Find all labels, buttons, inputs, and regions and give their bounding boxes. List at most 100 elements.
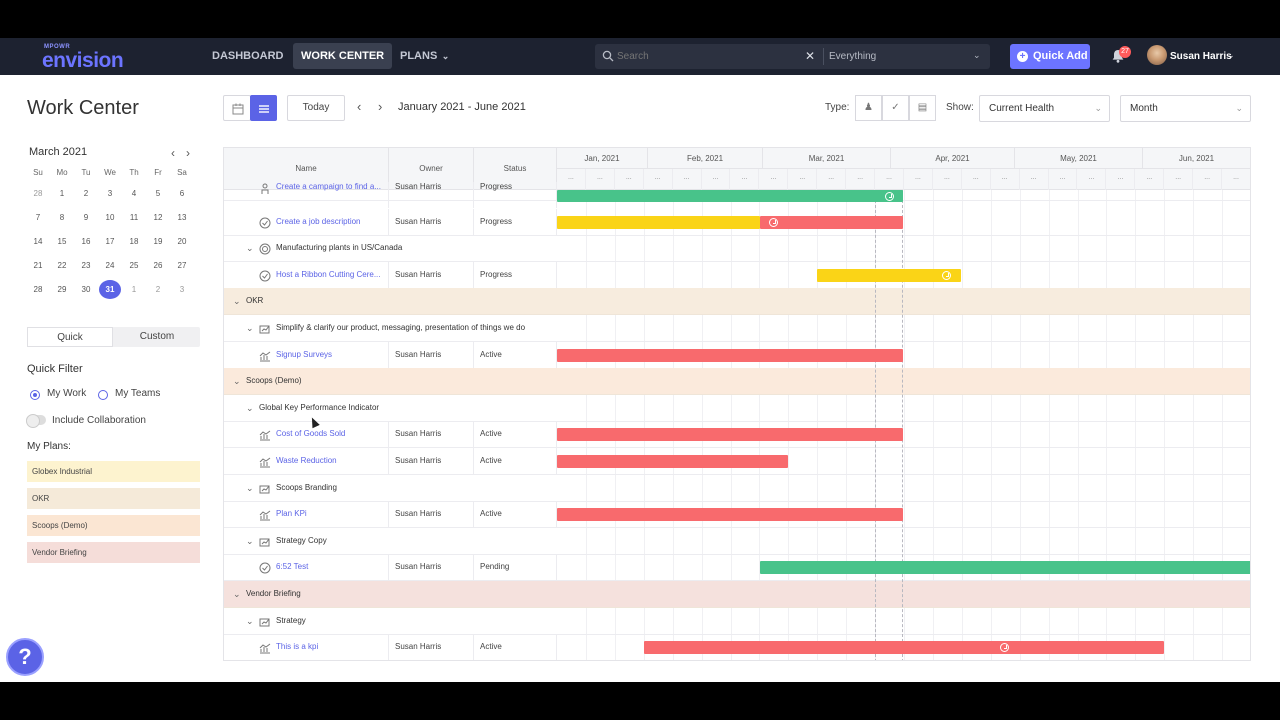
calendar-day[interactable]: 9 [83,213,89,222]
plan-group-row[interactable]: ⌄ Vendor Briefing [224,581,1250,608]
calendar-day[interactable]: 26 [153,261,163,270]
calendar-next-icon[interactable]: › [186,146,190,160]
include-collaboration-toggle[interactable] [26,414,46,428]
quick-add-button[interactable]: + Quick Add [1010,44,1090,69]
calendar-day[interactable]: 3 [107,189,113,198]
next-range-icon[interactable]: › [378,99,383,114]
objective-row[interactable]: ⌄ Strategy Copy [224,528,1250,555]
custom-tab[interactable]: Custom [139,331,175,342]
type-initiative-button[interactable]: ♟ [855,95,882,121]
objective-row[interactable]: ⌄ Strategy [224,608,1250,635]
time-scale-select[interactable]: Month ⌄ [1120,95,1251,122]
item-link[interactable]: Waste Reduction [276,456,337,465]
chevron-down-icon[interactable]: ⌄ [246,615,254,626]
calendar-day[interactable]: 8 [59,213,65,222]
calendar-day[interactable]: 16 [81,237,91,246]
type-kpi-button[interactable]: ▤ [909,95,936,121]
nav-dashboard[interactable]: DASHBOARD [212,50,284,62]
gantt-bar[interactable] [760,561,1250,575]
column-header-owner[interactable]: Owner [389,148,474,190]
plan-item[interactable]: Globex Industrial [27,461,200,482]
calendar-day[interactable]: 18 [129,237,139,246]
chevron-down-icon[interactable]: ⌄ [233,376,241,387]
gantt-bar[interactable] [644,641,1164,655]
calendar-day[interactable]: 4 [131,189,137,198]
calendar-day[interactable]: 20 [177,237,187,246]
calendar-day[interactable]: 2 [83,189,89,198]
column-header-name[interactable]: Name [224,148,389,190]
table-row[interactable]: Cost of Goods Sold Susan Harris Active [224,421,1250,449]
calendar-day[interactable]: 25 [129,261,139,270]
search-scope-select[interactable]: Everything [829,51,877,62]
calendar-day[interactable]: 7 [35,213,41,222]
item-link[interactable]: Host a Ribbon Cutting Cere... [276,269,381,279]
item-link[interactable]: Create a job description [276,216,361,226]
item-link[interactable]: Signup Surveys [276,349,333,359]
table-row[interactable]: Plan KPi Susan Harris Active [224,501,1250,529]
list-view-button[interactable] [250,95,277,121]
item-link[interactable]: This is a kpi [276,642,319,652]
table-row[interactable]: This is a kpi Susan Harris Active [224,634,1250,660]
plan-item[interactable]: Vendor Briefing [27,542,200,563]
my-teams-radio[interactable] [98,390,108,400]
item-link[interactable]: Create a campaign to find a... [276,182,381,191]
gantt-bar[interactable] [817,268,961,282]
plan-item[interactable]: Scoops (Demo) [27,515,200,536]
help-button[interactable]: ? [6,638,44,676]
calendar-day[interactable]: 2 [155,285,161,294]
item-link[interactable]: Cost of Goods Sold [276,429,346,439]
table-row[interactable]: Host a Ribbon Cutting Cere... Susan Harri… [224,261,1250,289]
gantt-bar[interactable] [557,428,903,442]
calendar-prev-icon[interactable]: ‹ [171,146,175,160]
envision-logo[interactable]: MPOWR envision [42,43,142,72]
calendar-day[interactable]: 10 [105,213,115,222]
previous-range-icon[interactable]: ‹ [357,99,362,114]
calendar-day[interactable]: 23 [81,261,91,270]
chevron-down-icon[interactable]: ⌄ [246,535,254,546]
avatar[interactable] [1147,45,1167,65]
plan-group-row[interactable]: ⌄ OKR [224,288,1250,316]
chevron-down-icon[interactable]: ⌄ [233,589,241,599]
clear-search-icon[interactable]: ✕ [805,49,816,63]
calendar-day[interactable]: 30 [81,285,91,294]
table-row[interactable]: Signup Surveys Susan Harris Active [224,341,1250,369]
search-input[interactable] [617,44,797,69]
calendar-day[interactable]: 5 [155,189,161,198]
calendar-day[interactable]: 19 [153,237,163,246]
calendar-day[interactable]: 28 [33,189,43,198]
type-task-button[interactable]: ✓ [882,95,909,121]
show-health-select[interactable]: Current Health ⌄ [979,95,1110,122]
chevron-down-icon[interactable]: ⌄ [246,402,254,413]
table-row[interactable]: 6:52 Test Susan Harris Pending [224,554,1250,582]
gantt-bar[interactable] [557,508,903,522]
gantt-bar[interactable] [557,455,788,468]
nav-work-center[interactable]: WORK CENTER [293,43,393,69]
chevron-down-icon[interactable]: ⌄ [246,243,254,254]
calendar-day[interactable]: 21 [33,261,43,270]
calendar-day[interactable]: 17 [105,237,115,246]
gantt-bar[interactable] [557,348,903,362]
chevron-down-icon[interactable]: ⌄ [973,50,981,60]
chevron-down-icon[interactable]: ⌄ [233,296,241,307]
gantt-bar[interactable] [760,215,903,229]
objective-row[interactable]: ⌄ Scoops Branding [224,475,1250,502]
table-row[interactable]: Create a job description Susan Harris Prog… [224,208,1250,236]
calendar-day[interactable]: 1 [59,189,65,198]
objective-row[interactable]: ⌄ Simplify & clarify our product, messagi… [224,315,1250,342]
my-work-radio[interactable] [30,390,40,400]
today-button[interactable]: Today [287,95,345,121]
calendar-day[interactable]: 27 [177,261,187,270]
chevron-down-icon[interactable]: ⌄ [246,323,254,333]
table-row[interactable]: Waste Reduction Susan Harris Active [224,448,1250,475]
calendar-day[interactable]: 3 [179,285,185,294]
chevron-down-icon[interactable]: ⌄ [246,482,254,493]
calendar-day[interactable]: 13 [177,213,187,222]
column-header-status[interactable]: Status [474,148,557,190]
calendar-day[interactable]: 28 [33,285,43,294]
objective-row[interactable]: ⌄ Global Key Performance Indicator [224,395,1250,422]
item-link[interactable]: 6:52 Test [276,562,309,572]
calendar-day[interactable]: 6 [179,189,185,198]
calendar-day[interactable]: 1 [131,285,137,294]
calendar-day[interactable]: 29 [57,285,67,294]
objective-row[interactable]: ⌄ Manufacturing plants in US/Canada [224,235,1250,263]
